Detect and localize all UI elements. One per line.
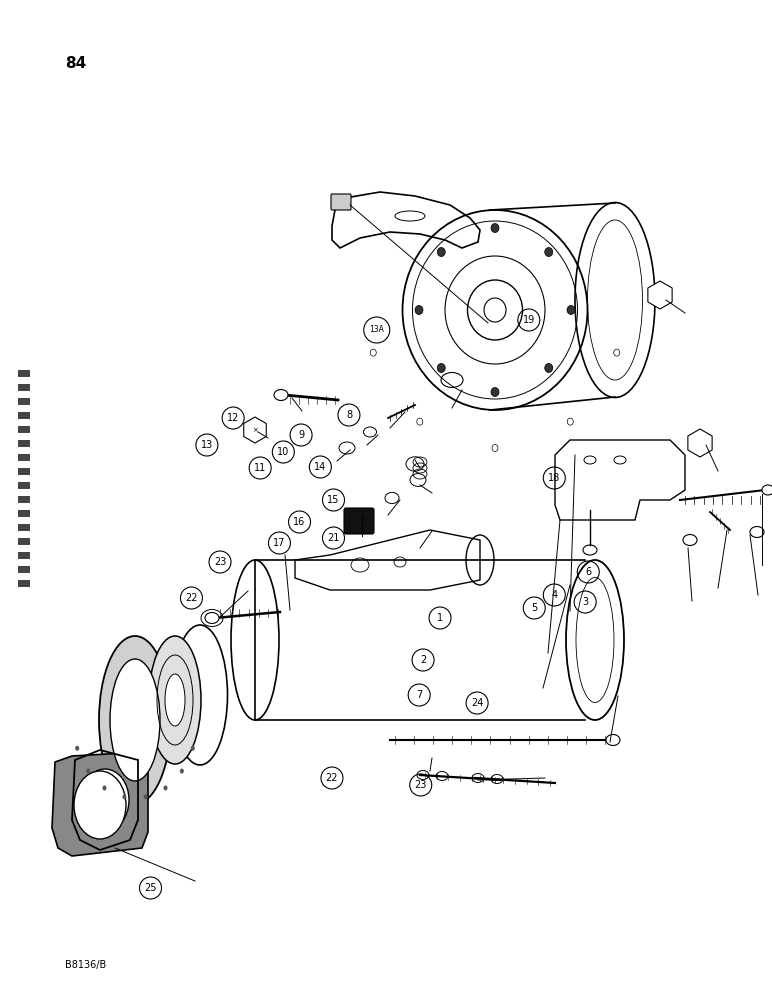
FancyBboxPatch shape xyxy=(18,468,30,475)
Ellipse shape xyxy=(491,224,499,232)
Polygon shape xyxy=(52,752,148,856)
Text: 2: 2 xyxy=(420,655,426,665)
Text: 25: 25 xyxy=(144,883,157,893)
Ellipse shape xyxy=(545,363,553,372)
FancyBboxPatch shape xyxy=(344,508,374,534)
Text: 12: 12 xyxy=(227,413,239,423)
Text: 6: 6 xyxy=(585,567,591,577)
Ellipse shape xyxy=(165,674,185,726)
Text: ×: × xyxy=(252,427,258,433)
Ellipse shape xyxy=(491,387,499,396)
Ellipse shape xyxy=(110,659,160,781)
FancyBboxPatch shape xyxy=(18,482,30,489)
Text: 84: 84 xyxy=(65,56,86,71)
FancyBboxPatch shape xyxy=(18,524,30,531)
Text: 23: 23 xyxy=(415,780,427,790)
Ellipse shape xyxy=(144,794,147,799)
Text: B8136/B: B8136/B xyxy=(65,960,107,970)
Ellipse shape xyxy=(415,306,423,314)
Text: 4: 4 xyxy=(551,590,557,600)
Polygon shape xyxy=(648,281,672,309)
Ellipse shape xyxy=(274,389,288,400)
Text: 15: 15 xyxy=(327,495,340,505)
FancyBboxPatch shape xyxy=(18,412,30,419)
Text: 22: 22 xyxy=(185,593,198,603)
Text: 18: 18 xyxy=(548,473,560,483)
FancyBboxPatch shape xyxy=(18,552,30,559)
Text: 1: 1 xyxy=(437,613,443,623)
Text: 11: 11 xyxy=(254,463,266,473)
Ellipse shape xyxy=(86,769,90,774)
Ellipse shape xyxy=(180,769,184,774)
Ellipse shape xyxy=(437,248,445,257)
Ellipse shape xyxy=(437,363,445,372)
Text: 9: 9 xyxy=(298,430,304,440)
Text: 13: 13 xyxy=(201,440,213,450)
Ellipse shape xyxy=(191,746,195,751)
FancyBboxPatch shape xyxy=(18,384,30,391)
Ellipse shape xyxy=(606,734,620,746)
Polygon shape xyxy=(244,417,266,443)
Ellipse shape xyxy=(484,298,506,322)
Ellipse shape xyxy=(74,771,126,839)
Polygon shape xyxy=(688,429,712,457)
FancyBboxPatch shape xyxy=(18,370,30,377)
Text: 19: 19 xyxy=(523,315,535,325)
Ellipse shape xyxy=(205,612,219,624)
Text: 23: 23 xyxy=(214,557,226,567)
FancyBboxPatch shape xyxy=(18,510,30,517)
Text: 17: 17 xyxy=(273,538,286,548)
Ellipse shape xyxy=(545,248,553,257)
Text: 10: 10 xyxy=(277,447,290,457)
Text: 8: 8 xyxy=(346,410,352,420)
Ellipse shape xyxy=(567,306,575,314)
FancyBboxPatch shape xyxy=(18,426,30,433)
Ellipse shape xyxy=(75,746,80,751)
FancyBboxPatch shape xyxy=(18,454,30,461)
FancyBboxPatch shape xyxy=(18,440,30,447)
FancyBboxPatch shape xyxy=(331,194,351,210)
Ellipse shape xyxy=(762,485,772,495)
Text: 3: 3 xyxy=(582,597,588,607)
Ellipse shape xyxy=(164,785,168,790)
Text: 22: 22 xyxy=(326,773,338,783)
FancyBboxPatch shape xyxy=(18,580,30,587)
Ellipse shape xyxy=(123,794,127,799)
Text: 7: 7 xyxy=(416,690,422,700)
Ellipse shape xyxy=(103,785,107,790)
FancyBboxPatch shape xyxy=(18,538,30,545)
Text: 21: 21 xyxy=(327,533,340,543)
FancyBboxPatch shape xyxy=(18,566,30,573)
Text: 5: 5 xyxy=(531,603,537,613)
Text: 13A: 13A xyxy=(369,326,384,334)
Text: 16: 16 xyxy=(293,517,306,527)
FancyBboxPatch shape xyxy=(18,398,30,405)
Text: 14: 14 xyxy=(314,462,327,472)
Ellipse shape xyxy=(149,636,201,764)
FancyBboxPatch shape xyxy=(18,496,30,503)
Ellipse shape xyxy=(81,769,129,831)
Ellipse shape xyxy=(99,636,171,804)
Text: 24: 24 xyxy=(471,698,483,708)
